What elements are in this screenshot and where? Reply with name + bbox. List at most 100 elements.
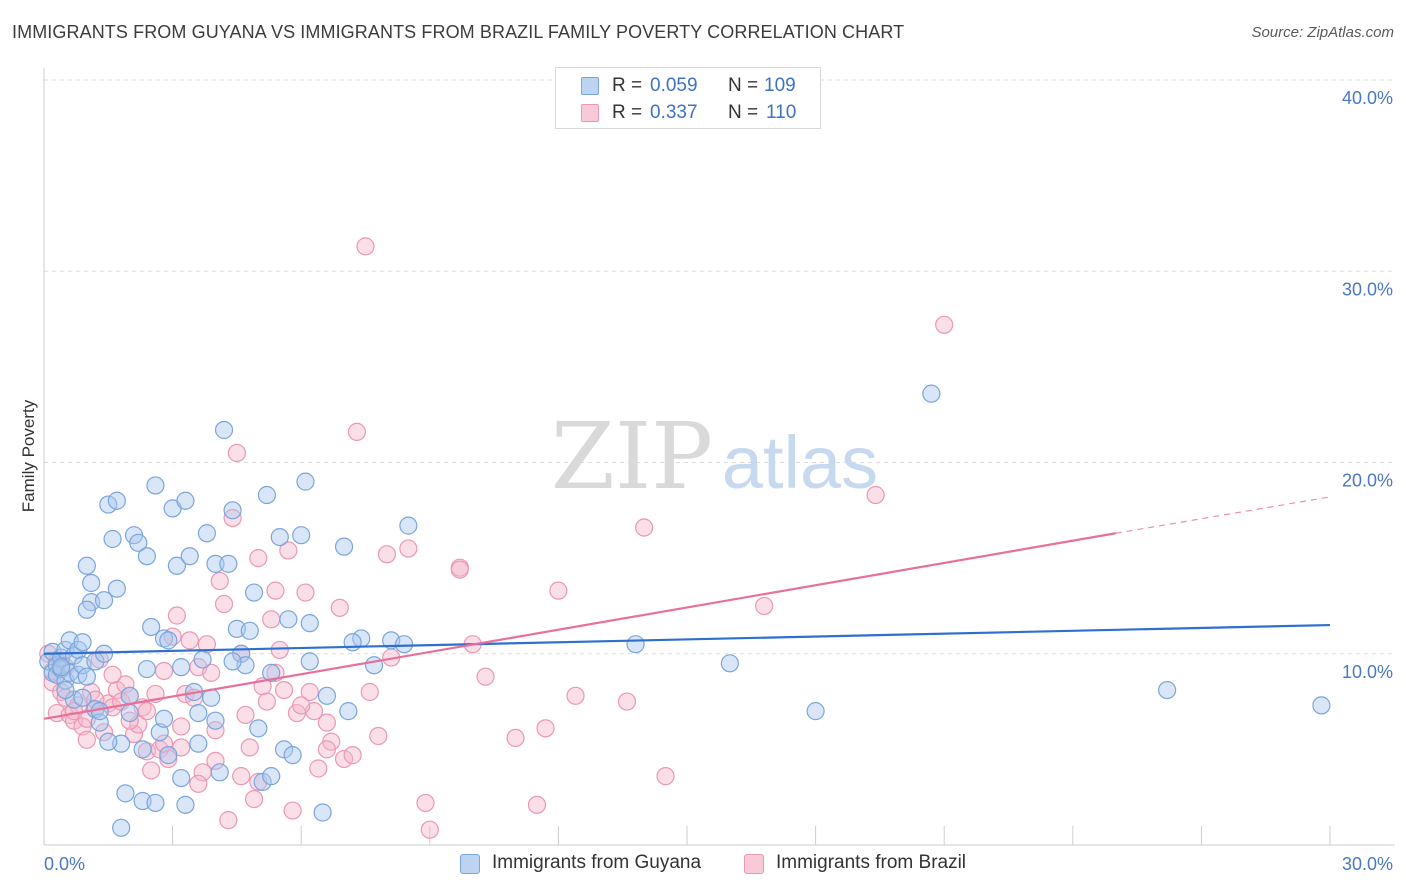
guyana-point <box>206 554 225 573</box>
bottom-legend: Immigrants from Guyana Immigrants from B… <box>0 852 1406 878</box>
guyana-point <box>189 734 208 753</box>
brazil-point <box>506 728 525 748</box>
guyana-point <box>107 491 126 510</box>
brazil-point <box>223 508 242 528</box>
guyana-point <box>133 740 152 759</box>
guyana-point <box>1312 696 1331 715</box>
brazil-n-value: 110 <box>766 102 797 123</box>
guyana-point <box>300 652 319 671</box>
y-tick-label: 30.0% <box>1342 279 1393 299</box>
guyana-point <box>339 702 358 721</box>
brazil-point <box>369 726 388 746</box>
guyana-point <box>189 703 208 723</box>
guyana-point <box>137 659 156 679</box>
brazil-point <box>137 702 156 721</box>
guyana-point <box>103 529 122 549</box>
x-tick-label: 30.0% <box>1342 854 1393 874</box>
guyana-point <box>343 633 362 652</box>
guyana-point <box>56 680 75 700</box>
brazil-point <box>536 719 555 738</box>
guyana-point <box>317 686 337 705</box>
brazil-point <box>360 682 379 702</box>
brazil-point <box>244 789 264 809</box>
brazil-point <box>347 422 367 441</box>
trend-lines <box>43 496 1331 720</box>
brazil-point <box>356 237 375 256</box>
brazil-point <box>189 774 208 793</box>
brazil-point <box>866 485 885 505</box>
brazil-point <box>167 606 186 625</box>
brazil-point <box>292 696 311 715</box>
brazil-point <box>527 795 547 814</box>
tick-labels: 10.0% 20.0% 30.0% 40.0% 0.0% 30.0% <box>44 88 1393 874</box>
guyana-point <box>120 686 139 705</box>
guyana-point <box>146 793 165 813</box>
guyana-point <box>52 658 71 677</box>
brazil-point <box>935 315 954 334</box>
brazil-point <box>257 692 277 711</box>
brazil-point <box>317 740 337 759</box>
brazil-point <box>450 560 469 579</box>
guyana-point <box>214 420 234 440</box>
guyana-point <box>223 652 242 671</box>
source-label: Source: ZipAtlas.com <box>1251 24 1394 41</box>
brazil-point <box>317 713 337 732</box>
guyana-point <box>223 501 242 520</box>
brazil-point <box>120 711 139 730</box>
guyana-point <box>167 556 186 575</box>
brazil-point <box>270 640 289 660</box>
brazil-point <box>296 583 315 602</box>
y-axis-label: Family Poverty <box>19 399 38 512</box>
guyana-point <box>922 384 941 403</box>
guyana-point <box>107 579 126 598</box>
guyana-point <box>172 658 191 677</box>
guyana-point <box>94 591 114 610</box>
guyana-point <box>77 600 96 619</box>
guyana-point <box>99 732 118 751</box>
guyana-point <box>296 472 315 491</box>
watermark: ZIP atlas <box>551 403 878 510</box>
guyana-n-value: 109 <box>764 75 796 96</box>
guyana-point <box>806 702 825 721</box>
y-tick-label: 40.0% <box>1342 88 1393 108</box>
brazil-point <box>416 793 435 813</box>
guyana-point <box>176 491 195 510</box>
grid <box>44 79 1395 655</box>
brazil-point <box>116 675 135 694</box>
guyana-point <box>262 767 281 786</box>
guyana-point <box>257 485 277 505</box>
guyana-point <box>99 495 118 514</box>
guyana-point <box>142 617 161 637</box>
brazil-point <box>343 746 362 765</box>
brazil-point <box>103 665 122 684</box>
brazil-point <box>219 811 238 830</box>
guyana-point <box>364 656 384 675</box>
guyana-point <box>249 719 268 738</box>
brazil-point <box>227 443 246 463</box>
brazil-point <box>476 667 495 686</box>
guyana-point <box>399 516 418 535</box>
brazil-point <box>124 724 144 744</box>
brazil-point <box>330 598 349 617</box>
guyana-point <box>270 527 289 547</box>
guyana-r-value: 0.059 <box>650 75 698 96</box>
y-tick-label: 20.0% <box>1342 471 1393 491</box>
brazil-point <box>656 767 675 786</box>
brazil-r-value: 0.337 <box>650 102 698 123</box>
chart-title: IMMIGRANTS FROM GUYANA VS IMMIGRANTS FRO… <box>12 22 905 42</box>
guyana-point <box>193 650 212 669</box>
guyana-point <box>159 746 178 765</box>
guyana-point <box>210 763 229 782</box>
x-tick-label: 0.0% <box>44 854 85 874</box>
guyana-point <box>219 554 238 573</box>
guyana-point <box>77 667 96 686</box>
guyana-point <box>626 635 645 654</box>
guyana-point <box>154 709 174 728</box>
brazil-point <box>262 610 281 629</box>
brazil-point <box>755 596 774 616</box>
guyana-point <box>146 476 165 495</box>
brazil-point <box>420 820 439 839</box>
brazil-point <box>172 717 191 736</box>
guyana-legend-label: Immigrants from Guyana <box>492 852 702 873</box>
y-tick-label: 10.0% <box>1342 662 1393 682</box>
